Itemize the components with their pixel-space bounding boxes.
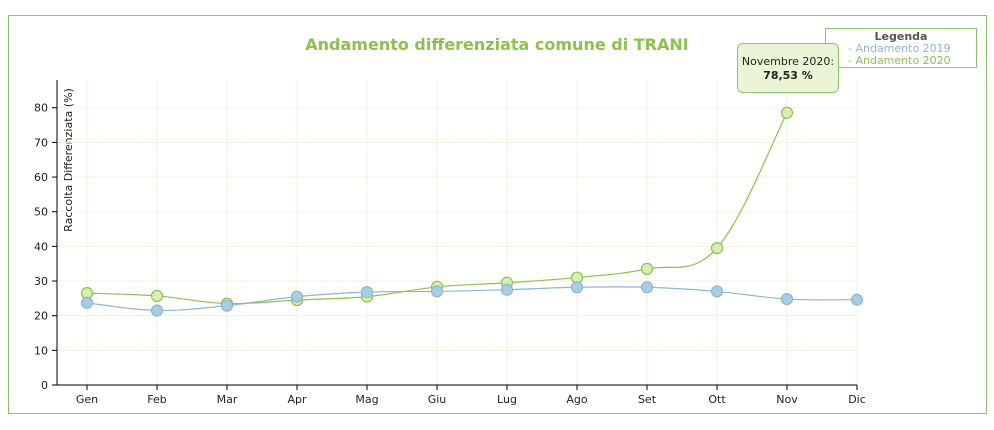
data-point-0[interactable] <box>780 292 794 306</box>
data-point-0[interactable] <box>360 286 374 299</box>
data-point-0[interactable] <box>570 281 584 294</box>
y-tick-label: 0 <box>41 379 48 392</box>
x-tick-label: Mag <box>355 393 378 406</box>
legend-item-2019[interactable]: - Andamento 2019 <box>848 42 951 55</box>
series-line-1 <box>86 112 788 305</box>
x-ticks: Gen Feb Mar Apr Mag Giu Lug Ago Set Ott Nov Dic <box>76 385 866 406</box>
y-tick-label: 10 <box>34 344 48 357</box>
y-tick-label: 30 <box>34 275 48 288</box>
x-tick-label: Mar <box>217 393 238 406</box>
data-point-0[interactable] <box>80 296 94 309</box>
data-point-1[interactable] <box>780 106 794 119</box>
y-ticks: 0 10 20 30 40 50 60 70 80 <box>34 102 57 392</box>
axes <box>56 80 857 386</box>
grid-lines <box>57 80 858 385</box>
chart-title: Andamento differenziata comune di TRANI <box>305 35 688 54</box>
x-tick-label: Dic <box>848 393 866 406</box>
y-tick-label: 70 <box>34 136 48 149</box>
legend: Legenda - Andamento 2019 - Andamento 202… <box>825 28 977 68</box>
legend-title: Legenda <box>874 30 928 43</box>
data-point-0[interactable] <box>710 285 724 298</box>
data-point-0[interactable] <box>150 304 164 317</box>
y-tick-label: 20 <box>34 310 48 323</box>
y-tick-label: 40 <box>34 240 48 253</box>
data-point-1[interactable] <box>710 241 724 255</box>
data-point-0[interactable] <box>850 293 864 306</box>
tooltip-value: 78,53 % <box>763 69 813 82</box>
tooltip-label: Novembre 2020: <box>741 55 835 68</box>
x-tick-label: Giu <box>428 393 447 406</box>
data-point-0[interactable] <box>290 290 304 303</box>
data-point-1[interactable] <box>150 289 164 303</box>
x-tick-label: Ott <box>708 393 726 406</box>
x-tick-label: Gen <box>76 393 98 406</box>
series-line-0 <box>86 286 858 312</box>
tooltip: Novembre 2020: 78,53 % <box>737 43 839 93</box>
data-point-0[interactable] <box>640 281 654 294</box>
x-tick-label: Nov <box>776 393 798 406</box>
y-tick-label: 60 <box>34 171 48 184</box>
data-point-0[interactable] <box>500 283 514 296</box>
data-point-0[interactable] <box>220 299 234 312</box>
x-tick-label: Lug <box>497 393 517 406</box>
series-points[interactable] <box>80 106 864 317</box>
x-tick-label: Set <box>638 393 657 406</box>
data-point-0[interactable] <box>430 285 444 298</box>
y-tick-label: 50 <box>34 206 48 219</box>
x-tick-label: Ago <box>566 393 588 406</box>
series-lines <box>86 112 858 312</box>
y-tick-label: 80 <box>34 102 48 115</box>
x-tick-label: Apr <box>287 393 307 406</box>
legend-item-2020[interactable]: - Andamento 2020 <box>848 54 951 67</box>
y-axis-label: Raccolta Differenziata (%) <box>62 88 75 232</box>
data-point-1[interactable] <box>640 262 654 275</box>
x-tick-label: Feb <box>147 393 166 406</box>
